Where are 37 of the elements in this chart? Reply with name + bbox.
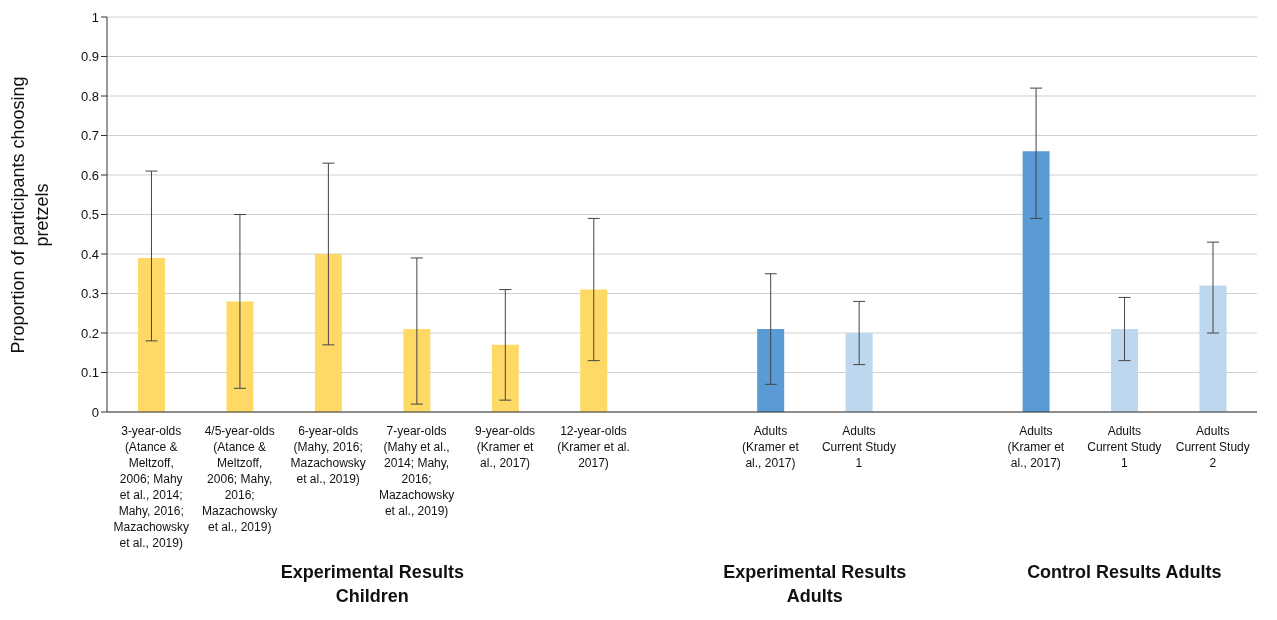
y-axis-title: Proportion of participants choosing pretzels	[7, 74, 53, 356]
bar	[1111, 329, 1139, 412]
bar	[1022, 151, 1050, 412]
bar	[403, 329, 431, 412]
y-tick-label: 0.1	[80, 365, 99, 381]
x-tick-label: Adults (Kramer et al., 2017)	[742, 423, 800, 470]
x-tick-label: 12-year-olds (Kramer et al. 2017)	[557, 423, 630, 470]
bar	[314, 254, 342, 412]
y-tick-label: 0.3	[80, 286, 99, 302]
bar	[491, 344, 519, 412]
bar	[757, 329, 785, 412]
text: Control Results Adults	[1026, 561, 1223, 584]
y-tick-label: 0.6	[80, 167, 99, 183]
x-tick-label: Adults Current Study 1	[821, 423, 896, 470]
x-tick-label: Adults Current Study 2	[1175, 423, 1250, 470]
text: Experimental Results Children	[279, 561, 465, 608]
bar	[1199, 285, 1227, 412]
y-tick-label: 0.2	[80, 325, 99, 341]
x-tick-label: 7-year-olds (Mahy et al., 2014; Mahy, 2016; Mazachowsky et al., 2019)	[378, 423, 455, 518]
x-tick-label: 3-year-olds (Atance & Meltzoff, 2006; Mahy et al., 2014; Mahy, 2016; Mazachowsky et al., 2019)	[113, 423, 189, 550]
bar	[580, 289, 608, 412]
y-tick-label: 1	[91, 9, 99, 25]
y-tick-label: 0.8	[80, 88, 99, 104]
x-tick-label: 4/5-year-olds (Atance & Meltzoff, 2006; Mahy, 2016; Mazachowsky et al., 2019)	[202, 423, 278, 534]
bar	[137, 257, 165, 412]
y-tick-label: 0.7	[80, 128, 99, 144]
bar	[226, 301, 254, 412]
y-tick-label: 0	[91, 404, 99, 420]
y-tick-label: 0.5	[80, 207, 99, 223]
x-tick-label: Adults Current Study 1	[1087, 423, 1162, 470]
x-tick-label: 6-year-olds (Mahy, 2016; Mazachowsky et al., 2019)	[290, 423, 366, 486]
y-tick-label: 0.4	[80, 246, 99, 262]
x-tick-label: 9-year-olds (Kramer et al., 2017)	[475, 423, 536, 470]
text: Experimental Results Adults	[722, 561, 908, 608]
y-tick-label: 0.9	[80, 49, 99, 65]
bar	[845, 333, 873, 412]
x-tick-label: Adults (Kramer et al., 2017)	[1007, 423, 1065, 470]
